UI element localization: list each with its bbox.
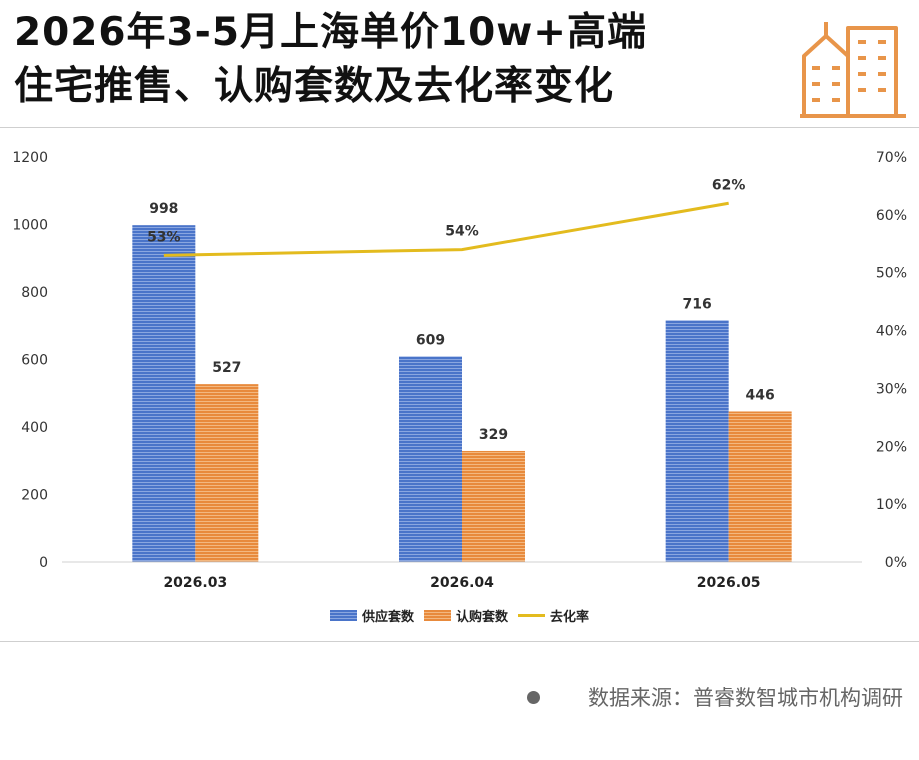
rate-line-group: 53% 54% 62% [147, 177, 746, 257]
rate-label: 54% [445, 224, 479, 240]
legend-swatch-supply [329, 610, 357, 621]
x-tick-label: 2026.05 [697, 575, 761, 591]
bars-group: 998 609 716 527 329 446 [132, 201, 792, 563]
top-divider [0, 127, 919, 128]
y2-tick-label: 60% [876, 208, 907, 224]
x-tick-label: 2026.04 [430, 575, 494, 591]
y-axis-left: 0 200 400 600 800 1000 1200 [12, 150, 48, 571]
bar-subscribe [195, 384, 259, 562]
bar-supply [399, 356, 462, 562]
legend-item-subscribe: 认购套数 [423, 606, 508, 625]
bar-subscribe [728, 411, 792, 562]
y-tick-label: 1200 [12, 150, 48, 166]
building-icon [800, 22, 906, 118]
chart-title: 2026年3-5月上海单价10w+高端 住宅推售、认购套数及去化率变化 [14, 6, 647, 114]
y2-tick-label: 10% [876, 497, 907, 513]
legend-label-subscribe: 认购套数 [455, 610, 508, 625]
bottom-divider [0, 641, 919, 642]
legend-swatch-rate [518, 614, 545, 617]
y-tick-label: 800 [21, 285, 48, 301]
chart-title-line2: 住宅推售、认购套数及去化率变化 [14, 64, 615, 109]
y2-tick-label: 50% [876, 266, 907, 282]
y-tick-label: 600 [21, 353, 48, 369]
bar-supply [132, 225, 196, 563]
y-axis-right: 0% 10% 20% 30% 40% 50% 60% 70% [876, 150, 907, 571]
bar-subscribe-label: 329 [479, 427, 508, 443]
rate-line [163, 201, 729, 257]
legend-item-rate: 去化率 [518, 606, 589, 625]
bar-supply-label: 716 [683, 296, 712, 312]
bullet-dot [527, 690, 540, 704]
chart-area: 0 200 400 600 800 1000 1200 0% 10% 20% 30% 40% 50% 6… [12, 150, 907, 591]
y-tick-label: 0 [39, 555, 48, 571]
y2-tick-label: 40% [876, 324, 907, 340]
y2-tick-label: 70% [876, 150, 907, 166]
y-tick-label: 400 [21, 420, 48, 436]
y2-tick-label: 20% [876, 439, 907, 455]
y2-tick-label: 0% [885, 555, 907, 571]
chart-title-line1: 2026年3-5月上海单价10w+高端 [14, 10, 647, 55]
bar-subscribe-label: 527 [212, 360, 241, 376]
legend-item-supply: 供应套数 [329, 606, 414, 625]
y-tick-label: 1000 [12, 218, 48, 234]
bar-supply [665, 320, 729, 562]
y-tick-label: 200 [21, 488, 48, 504]
source-text: 数据来源：普睿数智城市机构调研 [588, 686, 903, 710]
legend-label-supply: 供应套数 [361, 610, 414, 625]
bar-subscribe-label: 446 [746, 387, 775, 403]
legend: 供应套数 认购套数 去化率 [0, 606, 919, 625]
rate-label: 53% [147, 229, 181, 245]
legend-label-rate: 去化率 [550, 610, 590, 625]
bar-supply-label: 998 [149, 201, 178, 217]
bar-supply-label: 609 [416, 332, 445, 348]
legend-swatch-subscribe [423, 610, 451, 621]
x-axis: 2026.03 2026.04 2026.05 [62, 561, 862, 591]
source-note: 数据来源：普睿数智城市机构调研 [527, 682, 903, 712]
x-tick-label: 2026.03 [163, 575, 227, 591]
rate-label: 62% [712, 177, 746, 193]
bar-subscribe [462, 450, 525, 562]
y2-tick-label: 30% [876, 381, 907, 397]
